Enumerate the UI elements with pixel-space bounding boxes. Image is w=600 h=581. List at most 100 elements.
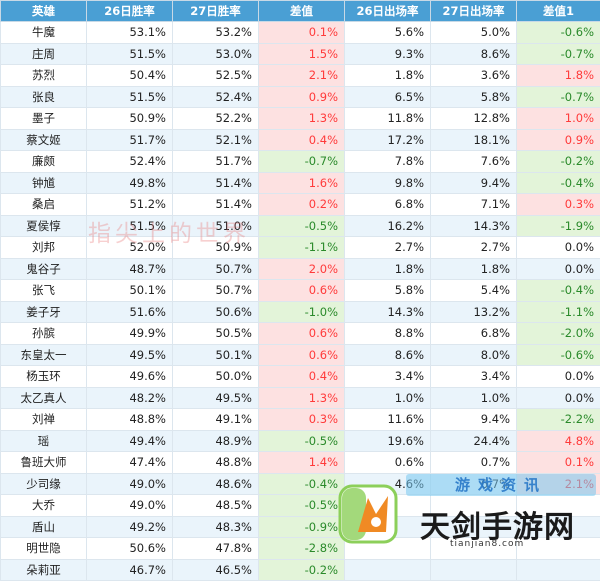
- pickrate-diff-cell: -0.4%: [517, 280, 600, 302]
- winrate-27-cell: 51.0%: [173, 215, 259, 237]
- hero-name-cell: 刘邦: [1, 237, 87, 259]
- winrate-26-cell: 52.4%: [87, 151, 173, 173]
- hero-name-cell: 桑启: [1, 194, 87, 216]
- pickrate-diff-cell: -0.7%: [517, 86, 600, 108]
- winrate-diff-cell: -0.5%: [259, 495, 345, 517]
- pickrate-27-cell: 12.8%: [431, 108, 517, 130]
- pickrate-27-cell: 9.4%: [431, 172, 517, 194]
- winrate-diff-cell: 0.3%: [259, 409, 345, 431]
- pickrate-27-cell: 2.7%: [431, 237, 517, 259]
- header-pickrate-27: 27日出场率: [431, 1, 517, 22]
- winrate-diff-cell: 0.6%: [259, 323, 345, 345]
- pickrate-27-cell: 5.0%: [431, 22, 517, 44]
- hero-name-cell: 杨玉环: [1, 366, 87, 388]
- hero-name-cell: 夏侯惇: [1, 215, 87, 237]
- header-row: 英雄 26日胜率 27日胜率 差值 26日出场率 27日出场率 差值1: [1, 1, 600, 22]
- pickrate-27-cell: 0.7%: [431, 452, 517, 474]
- winrate-diff-cell: 0.6%: [259, 280, 345, 302]
- winrate-27-cell: 48.5%: [173, 495, 259, 517]
- hero-name-cell: 朵莉亚: [1, 559, 87, 581]
- pickrate-diff-cell: 0.0%: [517, 237, 600, 259]
- winrate-diff-cell: -0.7%: [259, 151, 345, 173]
- winrate-diff-cell: 2.1%: [259, 65, 345, 87]
- pickrate-diff-cell: -0.6%: [517, 344, 600, 366]
- winrate-diff-cell: 1.3%: [259, 387, 345, 409]
- pickrate-27-cell: [431, 559, 517, 581]
- pickrate-26-cell: [345, 559, 431, 581]
- winrate-27-cell: 49.5%: [173, 387, 259, 409]
- pickrate-diff-cell: 1.0%: [517, 108, 600, 130]
- hero-name-cell: 明世隐: [1, 538, 87, 560]
- winrate-26-cell: 52.0%: [87, 237, 173, 259]
- pickrate-27-cell: 7.6%: [431, 151, 517, 173]
- hero-name-cell: 瑶: [1, 430, 87, 452]
- winrate-26-cell: 46.7%: [87, 559, 173, 581]
- winrate-diff-cell: -1.1%: [259, 237, 345, 259]
- winrate-diff-cell: -1.0%: [259, 301, 345, 323]
- winrate-diff-cell: -0.5%: [259, 430, 345, 452]
- hero-name-cell: 张飞: [1, 280, 87, 302]
- winrate-diff-cell: 0.2%: [259, 194, 345, 216]
- winrate-26-cell: 49.2%: [87, 516, 173, 538]
- winrate-diff-cell: 1.4%: [259, 452, 345, 474]
- winrate-diff-cell: 1.5%: [259, 43, 345, 65]
- hero-name-cell: 鬼谷子: [1, 258, 87, 280]
- hero-name-cell: 牛魔: [1, 22, 87, 44]
- header-winrate-26: 26日胜率: [87, 1, 173, 22]
- hero-name-cell: 东皇太一: [1, 344, 87, 366]
- pickrate-27-cell: 9.4%: [431, 409, 517, 431]
- winrate-diff-cell: -0.4%: [259, 473, 345, 495]
- pickrate-diff-cell: 0.0%: [517, 366, 600, 388]
- pickrate-diff-cell: -0.2%: [517, 151, 600, 173]
- pickrate-27-cell: 3.6%: [431, 65, 517, 87]
- pickrate-diff-cell: -2.2%: [517, 409, 600, 431]
- hero-name-cell: 太乙真人: [1, 387, 87, 409]
- winrate-27-cell: 46.5%: [173, 559, 259, 581]
- pickrate-27-cell: 5.4%: [431, 280, 517, 302]
- hero-name-cell: 刘禅: [1, 409, 87, 431]
- header-winrate-27: 27日胜率: [173, 1, 259, 22]
- winrate-27-cell: 52.1%: [173, 129, 259, 151]
- pickrate-26-cell: [345, 495, 431, 517]
- pickrate-26-cell: 3.4%: [345, 366, 431, 388]
- pickrate-26-cell: 8.6%: [345, 344, 431, 366]
- winrate-27-cell: 53.2%: [173, 22, 259, 44]
- pickrate-diff-cell: 0.0%: [517, 387, 600, 409]
- winrate-26-cell: 49.4%: [87, 430, 173, 452]
- pickrate-27-cell: 1.8%: [431, 258, 517, 280]
- winrate-26-cell: 49.5%: [87, 344, 173, 366]
- winrate-27-cell: 49.1%: [173, 409, 259, 431]
- pickrate-27-cell: [431, 495, 517, 517]
- winrate-diff-cell: -0.9%: [259, 516, 345, 538]
- pickrate-diff-cell: 0.0%: [517, 258, 600, 280]
- pickrate-26-cell: 11.6%: [345, 409, 431, 431]
- winrate-26-cell: 51.2%: [87, 194, 173, 216]
- pickrate-26-cell: 4.6%: [345, 473, 431, 495]
- pickrate-diff-cell: [517, 495, 600, 517]
- winrate-diff-cell: -0.2%: [259, 559, 345, 581]
- winrate-26-cell: 51.5%: [87, 86, 173, 108]
- pickrate-27-cell: [431, 516, 517, 538]
- winrate-diff-cell: -0.5%: [259, 215, 345, 237]
- pickrate-26-cell: 11.8%: [345, 108, 431, 130]
- winrate-27-cell: 50.9%: [173, 237, 259, 259]
- winrate-27-cell: 47.8%: [173, 538, 259, 560]
- winrate-diff-cell: 0.6%: [259, 344, 345, 366]
- pickrate-26-cell: 6.5%: [345, 86, 431, 108]
- winrate-26-cell: 49.9%: [87, 323, 173, 345]
- hero-name-cell: 钟馗: [1, 172, 87, 194]
- pickrate-27-cell: 18.1%: [431, 129, 517, 151]
